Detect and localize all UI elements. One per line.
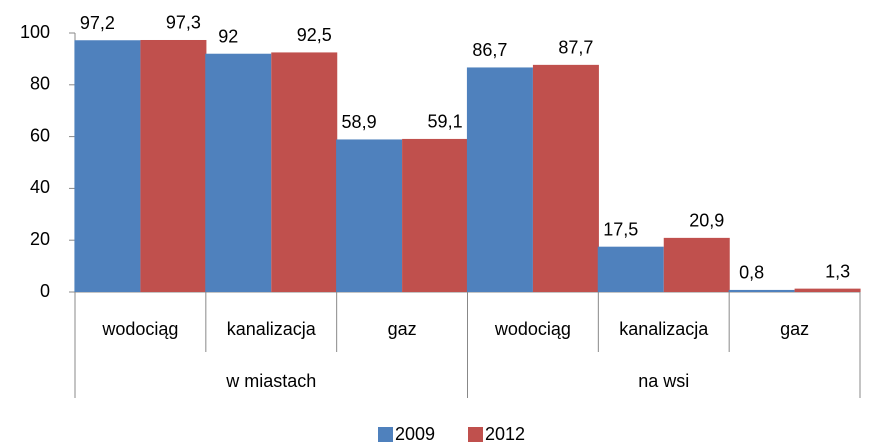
legend-swatch	[468, 427, 483, 442]
data-label: 0,8	[739, 263, 764, 283]
data-label: 97,3	[166, 13, 201, 33]
x-tick-label: gaz	[780, 319, 809, 339]
data-label: 59,1	[428, 112, 463, 132]
group-label: w miastach	[225, 371, 316, 391]
group-label: na wsi	[638, 371, 689, 391]
bar	[74, 40, 141, 292]
bar	[336, 139, 403, 292]
bar	[466, 67, 533, 293]
data-label: 97,2	[80, 13, 115, 33]
x-tick-label: wodociąg	[494, 319, 571, 339]
bar	[728, 289, 795, 292]
x-tick-label: kanalizacja	[619, 319, 709, 339]
x-tick-label: gaz	[388, 319, 417, 339]
bar	[205, 53, 272, 292]
x-tick-label: kanalizacja	[227, 319, 317, 339]
bar	[597, 246, 664, 292]
bar	[663, 237, 730, 292]
bar	[794, 288, 861, 292]
data-label: 17,5	[603, 219, 638, 239]
bar	[140, 39, 207, 293]
legend-swatch	[378, 427, 393, 442]
y-tick-label: 20	[30, 229, 50, 249]
data-label: 58,9	[342, 112, 377, 132]
bar	[402, 138, 469, 292]
legend-label: 2012	[485, 424, 525, 444]
data-label: 92	[218, 26, 238, 46]
y-tick-label: 0	[40, 281, 50, 301]
y-tick-label: 60	[30, 125, 50, 145]
data-label: 86,7	[472, 40, 507, 60]
bar	[271, 52, 338, 292]
data-label: 92,5	[297, 25, 332, 45]
y-tick-label: 100	[20, 22, 50, 42]
y-tick-label: 80	[30, 74, 50, 94]
data-label: 1,3	[825, 261, 850, 281]
y-tick-label: 40	[30, 177, 50, 197]
x-tick-label: wodociąg	[101, 319, 178, 339]
bar	[532, 64, 599, 293]
data-label: 20,9	[689, 211, 724, 231]
data-label: 87,7	[558, 38, 593, 58]
legend-label: 2009	[395, 424, 435, 444]
